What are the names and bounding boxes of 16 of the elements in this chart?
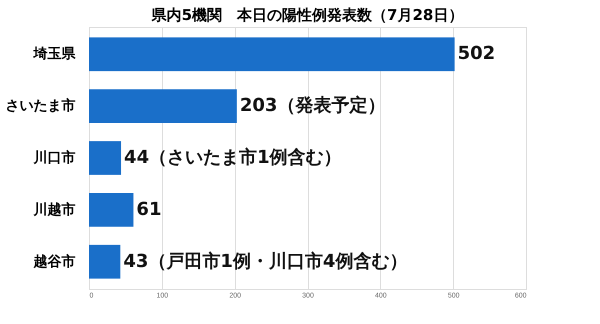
- data-label: 203（発表予定）: [240, 95, 386, 116]
- y-tick-label: さいたま市: [6, 97, 76, 114]
- data-label: 43（戸田市1例・川口市4例含む）: [123, 250, 408, 272]
- chart-title: 県内5機関 本日の陽性例発表数（7月28日）: [150, 6, 464, 24]
- data-label: 61: [136, 198, 162, 220]
- y-tick-label: 川越市: [32, 200, 76, 217]
- y-tick-label: 埼玉県: [32, 45, 76, 62]
- data-label: 502: [458, 43, 496, 64]
- y-tick-label: 川口市: [32, 149, 76, 165]
- bar: [89, 141, 122, 175]
- bar: [89, 244, 120, 279]
- y-tick-label: 越谷市: [32, 252, 76, 269]
- bar: [89, 193, 134, 227]
- bar: [89, 89, 237, 123]
- data-label: 44（さいたま市1例含む）: [124, 147, 342, 168]
- bar: [89, 37, 455, 72]
